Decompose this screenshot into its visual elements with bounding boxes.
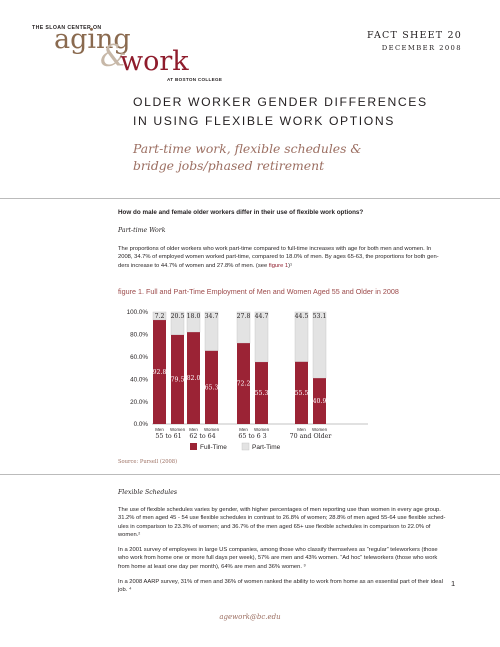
full-time-data-label: 55.5 [295, 390, 309, 397]
flexible-p1-line-1: The use of flexible schedules varies by … [118, 507, 441, 513]
part-time-line-3: ders increase to 44.7% of women and 27.8… [118, 262, 480, 270]
title-line-1: OLDER WORKER GENDER DIFFERENCES [133, 95, 428, 109]
part-time-line-1: The proportions of older workers who wor… [118, 246, 432, 252]
y-tick-label: 80.0% [130, 332, 148, 339]
gender-tick-label: Men [297, 427, 306, 432]
legend-label-part-time: Part-Time [252, 444, 281, 451]
full-time-data-label: 40.9 [313, 398, 327, 405]
page-number: 1 [451, 579, 456, 588]
y-tick-label: 20.0% [130, 399, 148, 406]
figure-1-link[interactable]: figure 1 [268, 262, 289, 269]
gender-tick-label: Women [170, 427, 186, 432]
part-time-data-label: 34.7 [205, 313, 219, 320]
bar-full-time [153, 320, 166, 424]
logo-word-work: work [120, 46, 189, 77]
part-time-data-label: 18.0 [187, 313, 201, 320]
part-time-paragraph: The proportions of older workers who wor… [118, 245, 480, 270]
part-time-data-label: 20.5 [171, 313, 185, 320]
bar-part-time [236, 311, 251, 344]
employment-bar-chart: 0.0% 20.0% 40.0% 60.0% 80.0% 100.0% 7.2 92.8 Men… [127, 309, 368, 451]
footer-email-link[interactable]: agework@bc.edu [219, 613, 281, 621]
flexible-p1-line-3: ules in comparison to 23.3% of women; an… [118, 523, 431, 530]
bar-part-time [152, 311, 167, 321]
y-tick-label: 100.0% [127, 309, 149, 316]
flexible-paragraph-3: In a 2008 AARP survey, 31% of men and 36… [118, 578, 480, 595]
bar-full-time [313, 378, 326, 424]
age-group-label: 62 to 64 [189, 433, 215, 440]
sloan-center-logo: THE SLOAN CENTER ON aging & work AT BOST… [30, 24, 223, 82]
full-time-data-label: 55.3 [255, 390, 269, 397]
part-time-data-label: 7.2 [155, 313, 165, 320]
subtitle-line-2: bridge jobs/phased retirement [133, 158, 325, 173]
part-time-line-3-text: ders increase to 44.7% of women and 27.8… [118, 262, 269, 269]
part-time-data-label: 44.7 [255, 313, 269, 320]
legend-swatch-part-time [241, 442, 250, 451]
part-time-heading: Part-time Work [118, 227, 166, 234]
part-time-line-2: 2008, 34.7% of employed women worked par… [118, 254, 439, 261]
bar-full-time [295, 361, 308, 424]
bar-part-time [312, 311, 327, 379]
full-time-data-label: 65.3 [205, 384, 219, 391]
logo-top-line: THE SLOAN CENTER ON [32, 25, 102, 31]
logo-ampersand: & [100, 39, 127, 74]
gender-tick-label: Men [155, 427, 164, 432]
flexible-p2-line-2: who work from home one or more full days… [118, 555, 438, 562]
part-time-data-label: 53.1 [313, 313, 327, 320]
fact-sheet-date: DECEMBER 2008 [381, 44, 462, 52]
bar-part-time [294, 311, 309, 363]
gender-tick-label: Men [239, 427, 248, 432]
gender-tick-label: Women [204, 427, 220, 432]
logo-word-aging: aging [54, 24, 131, 55]
y-tick-label: 40.0% [130, 376, 148, 383]
full-time-data-label: 82.0 [187, 375, 201, 382]
full-time-data-label: 72.2 [237, 381, 251, 388]
bar-full-time [171, 334, 184, 424]
fact-sheet-number: FACT SHEET 20 [367, 30, 462, 41]
legend-swatch-full-time [190, 443, 197, 450]
chart-source: Source: Pursell (2008) [118, 459, 178, 465]
flexible-p1-line-4: women.² [118, 532, 141, 539]
subtitle-line-1: Part-time work, flexible schedules & [133, 141, 362, 156]
gender-tick-label: Men [189, 427, 198, 432]
age-group-label: 70 and Older [290, 433, 333, 440]
flexible-p2-line-1: In a 2001 survey of employees in large U… [118, 547, 438, 553]
age-group-label: 65 to 6 3 [238, 433, 266, 440]
flexible-p3-line-2: job. ⁴ [118, 587, 132, 594]
part-time-data-label: 27.8 [237, 313, 251, 320]
y-tick-label: 60.0% [130, 354, 148, 361]
bar-full-time [255, 362, 268, 424]
bar-full-time [237, 343, 250, 424]
gender-tick-label: Women [254, 427, 270, 432]
flexible-p2-line-3: from home at least one day per month), 6… [118, 563, 306, 570]
top-divider [0, 198, 500, 199]
lead-question: How do male and female older workers dif… [118, 209, 364, 216]
part-time-line-3-end: )¹ [288, 262, 293, 269]
bar-full-time [205, 350, 218, 424]
figure-caption: figure 1. Full and Part-Time Employment … [118, 287, 399, 296]
flexible-p3-line-1: In a 2008 AARP survey, 31% of men and 36… [118, 579, 443, 585]
flexible-p1-line-2: 31.2% of men aged 45 - 54 use flexible s… [118, 515, 446, 522]
bar-part-time [254, 311, 269, 363]
logo-bottom-line: AT BOSTON COLLEGE [167, 77, 223, 82]
flexible-paragraph-1: The use of flexible schedules varies by … [118, 506, 480, 540]
page-title: OLDER WORKER GENDER DIFFERENCES IN USING… [133, 93, 473, 131]
part-time-data-label: 44.5 [295, 313, 309, 320]
bar-part-time [170, 311, 185, 336]
y-tick-label: 0.0% [134, 421, 149, 428]
flexible-heading: Flexible Schedules [118, 489, 178, 496]
bar-full-time [187, 332, 200, 424]
title-line-2: IN USING FLEXIBLE WORK OPTIONS [133, 114, 395, 128]
full-time-data-label: 92.8 [153, 369, 167, 376]
legend-label-full-time: Full-Time [200, 444, 227, 451]
page-subtitle: Part-time work, flexible schedules & bri… [133, 140, 453, 174]
full-time-data-label: 79.5 [171, 376, 185, 383]
gender-tick-label: Women [312, 427, 328, 432]
flexible-paragraph-2: In a 2001 survey of employees in large U… [118, 546, 480, 571]
middle-divider [0, 474, 500, 475]
age-group-label: 55 to 61 [155, 433, 181, 440]
